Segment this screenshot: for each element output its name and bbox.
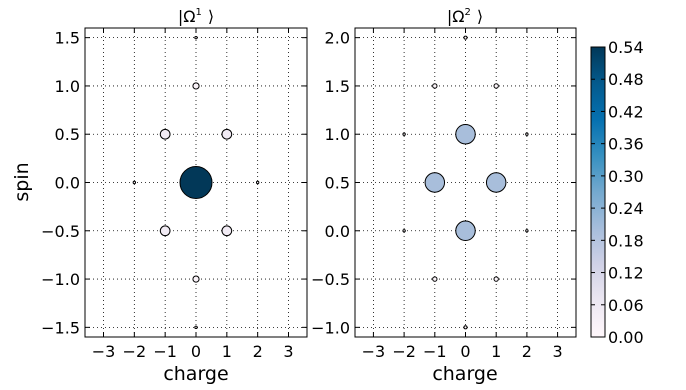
- y-tick-label: 1.0: [55, 77, 80, 96]
- y-tick-label: 2.0: [325, 29, 350, 48]
- colorbar-tick-label: 0.24: [608, 199, 644, 218]
- y-tick-label: 1.0: [325, 125, 350, 144]
- x-tick-label: −2: [392, 342, 416, 361]
- markers-left: [132, 35, 260, 330]
- plot-frame-right: [354, 27, 577, 338]
- x-tick-label: −2: [123, 342, 147, 361]
- gridlines-left: [85, 28, 307, 337]
- colorbar-tick-label: 0.30: [608, 167, 644, 186]
- gridlines-right: [355, 28, 576, 337]
- data-marker: [179, 166, 213, 199]
- data-marker: [159, 128, 171, 140]
- colorbar-gradient: [590, 46, 606, 338]
- panel-title-left: |Ω1 ⟩: [178, 7, 214, 26]
- data-marker: [132, 180, 137, 185]
- colorbar-tick-label: 0.06: [608, 296, 644, 315]
- ticks-left: [85, 28, 307, 337]
- tick-labels-left: −3 −2 −1 0 1 2 3 −1.5 −1.0 −0.5 0.0 0.5 1.0 1.5: [41, 29, 293, 361]
- y-tick-label: −1.0: [311, 318, 350, 337]
- data-marker: [192, 275, 200, 283]
- x-tick-label: 1: [491, 342, 501, 361]
- panel-omega1: −3 −2 −1 0 1 2 3−1.5−1.0−0.50.00.51.01.5 |Ω1 ⟩ …: [11, 7, 308, 385]
- x-tick-label: −1: [423, 342, 447, 361]
- y-tick-label: 0.5: [55, 125, 80, 144]
- ticks-right: [355, 28, 576, 337]
- data-marker: [424, 172, 446, 193]
- colorbar-tick-label: 0.54: [608, 38, 644, 57]
- data-marker: [159, 225, 171, 237]
- data-marker: [402, 132, 406, 136]
- data-marker: [255, 180, 260, 185]
- y-tick-label: 0.5: [325, 174, 350, 193]
- x-tick-label: 1: [222, 342, 232, 361]
- y-tick-label: 1.5: [55, 29, 80, 48]
- data-marker: [455, 220, 476, 242]
- data-marker: [463, 35, 468, 40]
- data-marker: [485, 172, 507, 193]
- data-marker: [432, 276, 438, 282]
- data-marker: [192, 82, 200, 90]
- data-marker: [194, 35, 198, 40]
- colorbar: 0.00 0.06 0.12 0.18 0.24 0.30 0.36 0.42 0.48 0.54: [590, 38, 644, 347]
- colorbar-ticks: 0.00 0.06 0.12 0.18 0.24 0.30 0.36 0.42 0.48 0.54: [591, 38, 644, 347]
- x-tick-label: −3: [92, 342, 116, 361]
- data-marker: [525, 132, 529, 136]
- y-tick-label: 1.5: [325, 77, 350, 96]
- colorbar-tick-label: 0.36: [608, 135, 644, 154]
- x-tick-label: 0: [460, 342, 470, 361]
- x-tick-label: 3: [552, 342, 562, 361]
- data-marker: [194, 325, 198, 330]
- data-marker: [402, 229, 406, 233]
- y-tick-label: −0.5: [41, 222, 80, 241]
- data-marker: [525, 229, 529, 233]
- y-axis-label: spin: [11, 162, 33, 201]
- x-tick-label: 3: [283, 342, 293, 361]
- panel-omega2: −3 −2 −1 0 1 2 3 −1.0 −0.5 0.0 0.5 1.0 1.5 2.0 |Ω2 ⟩ c…: [311, 7, 577, 385]
- data-marker: [221, 128, 233, 140]
- data-marker: [221, 225, 233, 237]
- colorbar-tick-label: 0.12: [608, 264, 644, 283]
- data-marker: [432, 83, 438, 89]
- x-tick-label: 2: [253, 342, 263, 361]
- x-tick-label: −1: [153, 342, 177, 361]
- x-tick-label: 2: [522, 342, 532, 361]
- panel-title-right: |Ω2 ⟩: [447, 7, 483, 26]
- colorbar-tick-label: 0.48: [608, 70, 644, 89]
- x-tick-label: −3: [362, 342, 386, 361]
- y-tick-label: −0.5: [311, 270, 350, 289]
- data-marker: [455, 123, 476, 145]
- y-tick-label: −1.5: [41, 318, 80, 337]
- data-marker: [493, 276, 499, 282]
- x-tick-label: 0: [191, 342, 201, 361]
- x-axis-label-left: charge: [163, 363, 228, 385]
- tick-labels-right: −3 −2 −1 0 1 2 3 −1.0 −0.5 0.0 0.5 1.0 1.5 2.0: [311, 29, 563, 361]
- markers-right: [402, 35, 529, 330]
- data-marker: [463, 325, 468, 330]
- y-tick-label: 0.0: [55, 174, 80, 193]
- colorbar-tick-label: 0.00: [608, 328, 644, 347]
- colorbar-tick-label: 0.18: [608, 231, 644, 250]
- data-marker: [493, 83, 499, 89]
- colorbar-tick-label: 0.42: [608, 102, 644, 121]
- y-tick-label: −1.0: [41, 270, 80, 289]
- y-tick-label: 0.0: [325, 222, 350, 241]
- x-axis-label-right: charge: [432, 363, 497, 385]
